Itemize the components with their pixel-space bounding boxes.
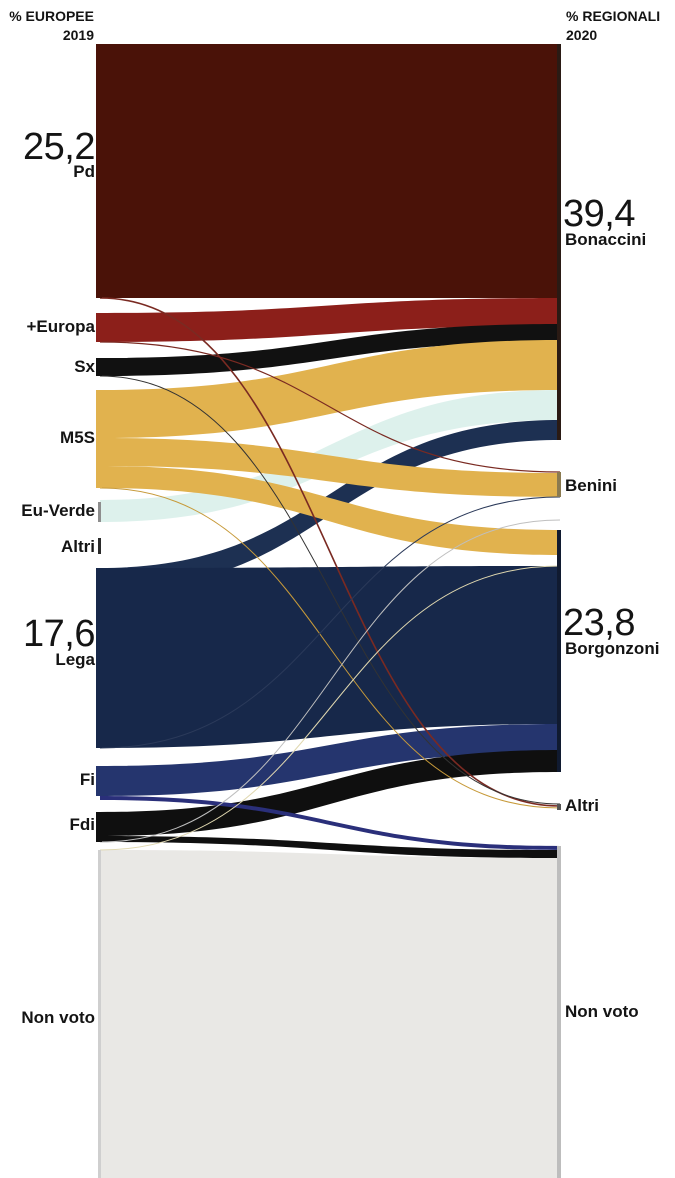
flow-fi-to-altri	[100, 796, 560, 850]
target-label-borgonzoni: Borgonzoni	[565, 639, 660, 658]
node-sx	[96, 358, 102, 376]
flow-m5s-to-benini	[100, 438, 560, 497]
node-lega	[96, 568, 102, 748]
thread-fdi-to-benini	[99, 519, 561, 843]
source-label-sx: Sx	[74, 357, 95, 376]
left-header-year: 2019	[62, 27, 94, 43]
source-label-non-voto: Non voto	[21, 1008, 95, 1027]
right-header-year: 2020	[566, 27, 598, 43]
thread-sx-to-altri	[99, 375, 561, 805]
node-nonvoto-left	[98, 850, 101, 1178]
lega-value: 17,6	[23, 613, 95, 655]
flow-lega-to-borgonzoni	[100, 566, 560, 748]
thread-europa-to-benini	[99, 341, 561, 473]
flow-fdi-to-nonvoto	[100, 836, 560, 858]
left-axis-header: % EUROPEE 2019	[6, 7, 94, 45]
source-label-eu-verde: Eu-Verde	[21, 501, 95, 520]
source-label-fdi: Fdi	[69, 815, 96, 834]
pd-value: 25,2	[23, 126, 95, 168]
left-header-title: % EUROPEE	[9, 8, 94, 24]
thread-pd-to-altri	[99, 297, 561, 807]
right-axis-header: % REGIONALI 2020	[566, 7, 671, 45]
node-altri-left	[98, 538, 101, 554]
flow-sx-to-bonaccini	[100, 324, 560, 376]
source-label-pd: Pd	[73, 162, 95, 181]
node-europa	[96, 313, 102, 342]
target-label-bonaccini: Bonaccini	[565, 230, 647, 249]
flow-m5s-to-borgonzoni	[100, 466, 560, 555]
source-label-m5s: M5S	[60, 428, 95, 447]
node-benini	[557, 472, 561, 497]
node-bonaccini	[557, 44, 561, 440]
flow-pd-to-bonaccini	[100, 44, 560, 298]
flow-fdi-to-borgonzoni	[100, 750, 560, 836]
node-pd	[96, 44, 102, 298]
target-label-non-voto: Non voto	[565, 1002, 639, 1021]
node-eu-verde	[98, 502, 101, 522]
node-fi	[96, 766, 102, 796]
thread-nonvoto-to-borgonzoni	[99, 565, 561, 851]
source-label-altri: Altri	[61, 537, 95, 556]
source-label-fi: Fi	[79, 770, 95, 789]
thread-lega-to-benini	[99, 496, 561, 749]
node-borgonzoni	[557, 530, 561, 772]
flow-fi-to-borgonzoni	[100, 724, 560, 796]
right-header-title: % REGIONALI	[566, 8, 661, 24]
flow-nonvoto-to-nonvoto	[100, 850, 560, 1178]
target-label-benini: Benini	[565, 476, 617, 495]
node-m5s	[96, 390, 102, 488]
flow-europa-to-bonaccini	[100, 298, 560, 342]
node-nonvoto-right	[557, 846, 561, 1178]
target-label-altri: Altri	[565, 796, 599, 815]
node-altri-right	[557, 804, 561, 810]
bonaccini-value: 39,4	[563, 193, 635, 235]
thread-m5s-to-altri	[99, 487, 561, 809]
flow-m5s-to-bonaccini	[100, 340, 560, 438]
node-fdi	[96, 812, 102, 842]
borgonzoni-value: 23,8	[563, 602, 635, 644]
source-label-europa: +Europa	[26, 317, 96, 336]
source-label-lega: Lega	[55, 650, 95, 669]
